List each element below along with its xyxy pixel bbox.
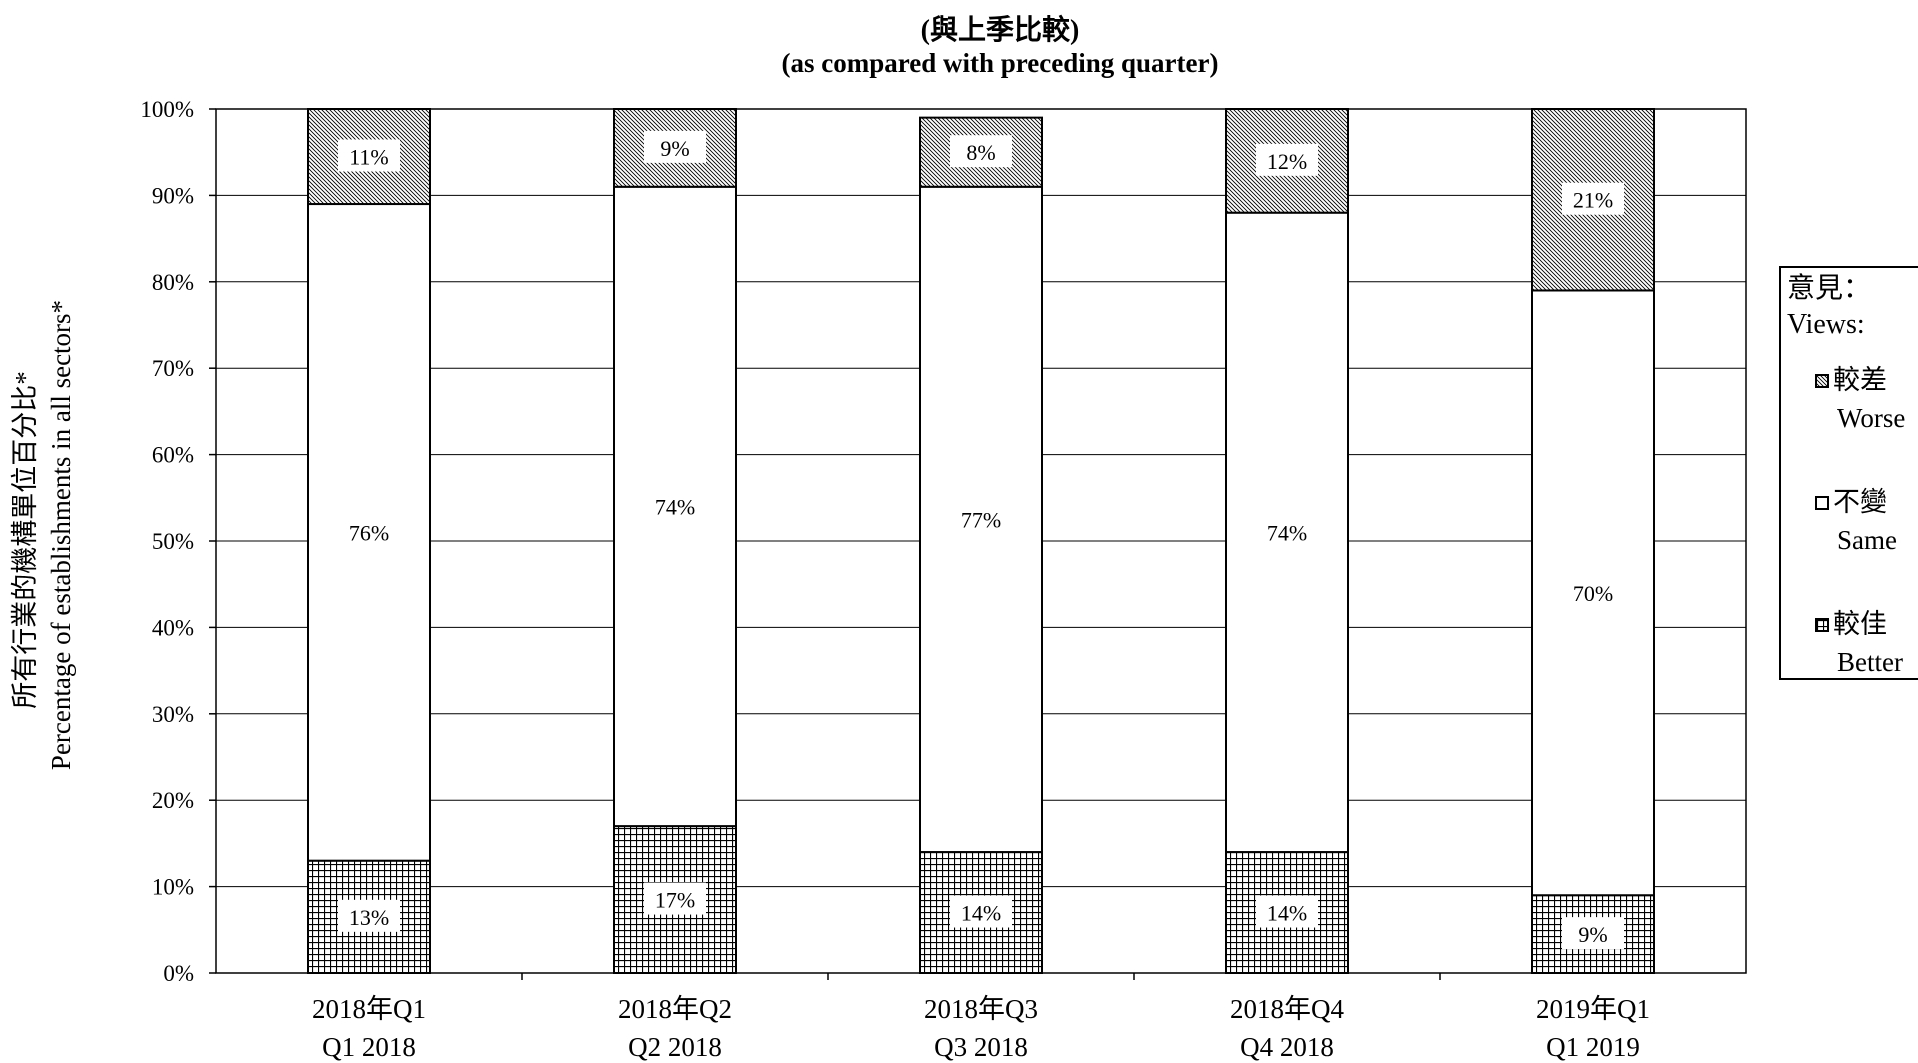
legend-title-zh: 意見： — [1787, 273, 1872, 304]
y-tick-label: 60% — [152, 443, 194, 468]
data-label-same: 70% — [1573, 581, 1613, 606]
legend-label-better-zh: 較佳 — [1833, 609, 1887, 639]
chart-subtitle: (as compared with preceding quarter) — [781, 48, 1219, 78]
legend-swatch-same — [1815, 496, 1829, 510]
bar-segment-same — [1531, 289, 1655, 897]
bar-segment-worse — [613, 108, 737, 188]
legend-label-same-zh: 不變 — [1833, 487, 1887, 517]
data-label-better: 14% — [1267, 901, 1307, 926]
y-axis-label-zh: 所有行業的機構單位百分比* — [10, 371, 40, 709]
data-label-bg — [1562, 917, 1624, 950]
x-tick-label-en: Q3 2018 — [934, 1032, 1028, 1062]
data-label-bg — [1256, 143, 1318, 176]
bar-segment-same — [1225, 211, 1349, 854]
legend-swatch-worse — [1815, 374, 1829, 388]
data-label-bg — [644, 130, 706, 163]
data-label-worse: 11% — [349, 145, 389, 170]
bar-segment-same — [307, 203, 431, 862]
x-tick-label-en: Q1 2019 — [1546, 1032, 1640, 1062]
y-tick-label: 10% — [152, 875, 194, 900]
legend-label-worse-en: Worse — [1837, 403, 1906, 433]
legend-label-same-en: Same — [1837, 525, 1897, 555]
bars: 13% 76% 11% 17% 74% 9% 14% 77% 8% 14% 74% 12% 9% 70% 2… — [307, 108, 1655, 974]
chart-title: (與上季比較) — [920, 15, 1080, 46]
x-tick-label-zh: 2018年Q1 — [312, 994, 426, 1024]
legend-label-better-en: Better — [1837, 647, 1903, 677]
y-tick-label: 100% — [140, 97, 194, 122]
data-label-worse: 12% — [1267, 149, 1307, 174]
axes: 0% 10% 20% 30% 40% 50% 60% 70% 80% 90% 100% 2018年Q1… — [140, 97, 1747, 1062]
legend-title-en: Views: — [1787, 309, 1865, 340]
legend-label-worse-zh: 較差 — [1833, 365, 1887, 395]
data-label-same: 77% — [961, 507, 1001, 532]
data-label-bg — [950, 135, 1012, 168]
data-label-bg — [644, 882, 706, 915]
data-label-bg — [338, 899, 400, 932]
x-tick-label-en: Q4 2018 — [1240, 1032, 1334, 1062]
x-tick-label-zh: 2018年Q4 — [1230, 994, 1344, 1024]
data-label-bg — [950, 895, 1012, 928]
data-label-worse: 8% — [966, 140, 995, 165]
y-tick-label: 0% — [163, 961, 194, 986]
x-tick-label-zh: 2018年Q2 — [618, 994, 732, 1024]
data-label-better: 17% — [655, 888, 695, 913]
x-tick-label-zh: 2019年Q1 — [1536, 994, 1650, 1024]
y-tick-label: 90% — [152, 183, 194, 208]
data-label-better: 9% — [1578, 922, 1607, 947]
data-label-better: 13% — [349, 905, 389, 930]
y-axis-label-en: Percentage of establishments in all sect… — [46, 300, 76, 770]
data-label-bg — [338, 139, 400, 172]
y-tick-label: 70% — [152, 356, 194, 381]
legend-swatch-better — [1815, 618, 1829, 632]
x-tick-label-en: Q1 2018 — [322, 1032, 416, 1062]
bar-segment-same — [919, 185, 1043, 854]
x-tick-label-en: Q2 2018 — [628, 1032, 722, 1062]
data-label-same: 74% — [655, 494, 695, 519]
data-label-same: 76% — [349, 520, 389, 545]
y-tick-label: 40% — [152, 615, 194, 640]
data-label-better: 14% — [961, 901, 1001, 926]
y-tick-label: 30% — [152, 702, 194, 727]
data-label-worse: 21% — [1573, 188, 1613, 213]
data-label-worse: 9% — [660, 136, 689, 161]
data-label-bg — [1256, 895, 1318, 928]
y-tick-label: 50% — [152, 529, 194, 554]
x-tick-label-zh: 2018年Q3 — [924, 994, 1038, 1024]
data-label-same: 74% — [1267, 520, 1307, 545]
y-tick-label: 80% — [152, 270, 194, 295]
bar-segment-same — [613, 185, 737, 828]
data-label-bg — [1562, 182, 1624, 215]
legend: 意見： Views: 較差 Worse 不變 Same 較佳 Better — [1779, 266, 1918, 680]
y-tick-label: 20% — [152, 788, 194, 813]
